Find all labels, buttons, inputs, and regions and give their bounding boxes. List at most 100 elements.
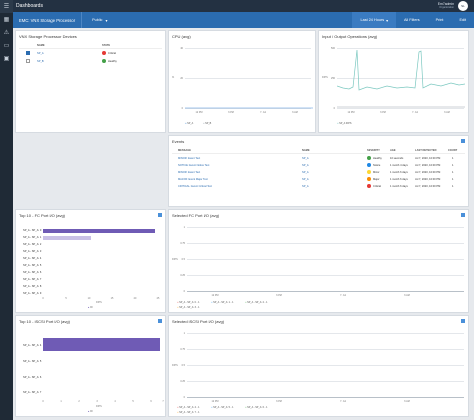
chart-type-icon[interactable]	[461, 319, 465, 323]
legend-item[interactable]: ━ SP_A - SP_A: 7 - 1	[177, 411, 200, 414]
x-tick-label: 6 AM	[404, 400, 410, 403]
y-tick-label: 0.25	[180, 274, 185, 277]
gridline	[187, 365, 464, 366]
legend-item[interactable]: ━ SP_A - SP_A: 3 - 1	[177, 306, 200, 309]
event-message-link[interactable]: MINOR: Event Text	[178, 171, 201, 174]
panel-actions	[461, 319, 465, 323]
gridline	[187, 291, 464, 292]
x-tick-label: 7. Jul	[412, 111, 418, 114]
event-age: 1 month 6 days	[390, 185, 408, 188]
user-org: Organization	[439, 6, 454, 9]
visibility-dropdown[interactable]: Public ▾	[82, 18, 117, 23]
menu-icon[interactable]: ☰	[0, 0, 13, 13]
y-tick-label: 1	[183, 332, 185, 335]
iscsi-selected-panel: Selected iSCSI Port I/O (avg) IOPS 1 0.7…	[168, 315, 469, 417]
chart-type-icon[interactable]	[461, 139, 465, 143]
legend-item[interactable]: ● IO	[88, 410, 93, 413]
y-tick-label: 1	[183, 226, 185, 229]
event-device-link[interactable]: SP_A	[302, 157, 309, 160]
legend-item[interactable]: ━ SP_A - SP_A: 0 - 1	[177, 301, 200, 304]
event-severity: Healthy	[373, 157, 382, 160]
logo-icon: SL	[458, 1, 468, 11]
bar[interactable]	[43, 338, 160, 351]
column-header-age[interactable]: AGE	[390, 149, 396, 152]
edit-button[interactable]: Edit	[459, 18, 466, 22]
column-header-name[interactable]: NAME	[37, 44, 45, 47]
bar[interactable]	[43, 229, 155, 233]
alert-icon[interactable]: ⚠	[3, 30, 10, 36]
column-header-count[interactable]: COUNT	[448, 149, 458, 152]
event-count: 1	[452, 178, 454, 181]
gridline	[337, 108, 464, 109]
legend-item[interactable]: ● IO	[88, 306, 93, 309]
dashboard-icon[interactable]: ▦	[3, 17, 10, 23]
visibility-label: Public	[92, 17, 103, 22]
event-message-link[interactable]: NOTICE: Event Notice Text	[178, 164, 210, 167]
event-message-link[interactable]: MINOR: Event Text	[178, 157, 201, 160]
chart-type-icon[interactable]	[158, 213, 162, 217]
legend-item[interactable]: ━ SP_A - SP_A: 5 - 1	[211, 406, 234, 409]
chevron-down-icon: ▾	[105, 18, 108, 23]
device-icon[interactable]: ▭	[3, 43, 10, 49]
device-name-link[interactable]: SP_A	[37, 52, 44, 55]
x-tick-label: 12 PM	[211, 400, 219, 403]
device-name-link[interactable]: SP_B	[37, 60, 44, 63]
chevron-down-icon: ▾	[386, 18, 389, 23]
event-message-link[interactable]: MAJOR: Event Major Text	[178, 178, 208, 181]
row-checkbox[interactable]	[26, 51, 30, 55]
x-tick-label: 6 PM	[228, 111, 234, 114]
bar-category-label: SP_A - SP_A: 2	[23, 243, 42, 246]
column-header-message[interactable]: MESSAGE	[178, 149, 191, 152]
severity-icon	[367, 184, 371, 188]
x-tick-label: 12 PM	[347, 111, 355, 114]
time-range-dropdown[interactable]: Last 24 Hours ▾	[352, 12, 397, 28]
user-menu[interactable]: Em7admin Organization	[438, 2, 454, 10]
briefcase-icon[interactable]: ▣	[3, 56, 10, 62]
print-button[interactable]: Print	[435, 18, 444, 22]
y-tick-label: 0.25	[180, 380, 185, 383]
filters-button[interactable]: All Filters	[404, 18, 420, 22]
legend-label: IO	[90, 306, 93, 309]
column-header-name[interactable]: NAME	[302, 149, 310, 152]
event-device-link[interactable]: SP_A	[302, 178, 309, 181]
event-last-detected: Jul 7, 2020, 10:00 PM	[415, 157, 441, 160]
legend-item[interactable]: ━ SP_A - SP_A: 4 - 1	[177, 406, 200, 409]
chart-type-icon[interactable]	[158, 319, 162, 323]
x-tick-label: 3	[96, 400, 98, 403]
legend-item[interactable]: ━ SP_A - SP_A: 6 - 1	[245, 406, 268, 409]
device-state: Critical	[108, 52, 116, 55]
panel-actions	[158, 213, 162, 217]
event-message-link[interactable]: CRITICAL: Event Critical Text	[178, 185, 212, 188]
gridline	[185, 78, 311, 79]
legend-item[interactable]: ━ SP_B	[203, 122, 212, 125]
x-tick-label: 15	[110, 297, 114, 300]
io-line	[337, 49, 465, 108]
bar-category-label: SP_A - SP_A: 5	[23, 264, 42, 267]
x-tick-label: 20	[133, 297, 137, 300]
column-header-last-detected[interactable]: LAST DETECTED	[415, 149, 437, 152]
gridline	[187, 243, 464, 244]
iscsi-top10-panel: Top 10 - iSCSI Port I/O (avg) SP_A - SP_…	[15, 315, 166, 417]
legend-label: SP_A - SP_A: 3 - 1	[179, 306, 200, 309]
event-last-detected: Jul 7, 2020, 10:00 PM	[415, 178, 441, 181]
column-header-severity[interactable]: SEVERITY	[367, 149, 380, 152]
bar[interactable]	[43, 236, 91, 240]
fc-selected-panel: Selected FC Port I/O (avg) IOPS 1 0.75 0…	[168, 209, 469, 313]
y-tick-label: 0	[183, 290, 185, 293]
legend-item[interactable]: ━ SP_A IOPS	[337, 122, 352, 125]
row-checkbox[interactable]	[26, 59, 30, 63]
legend-item[interactable]: ━ SP_A - SP_A: 1 - 1	[211, 301, 234, 304]
severity-icon	[367, 177, 371, 181]
page-header-title: Dashboards	[16, 3, 43, 9]
event-device-link[interactable]: SP_A	[302, 164, 309, 167]
chart-type-icon[interactable]	[461, 213, 465, 217]
severity-icon	[367, 156, 371, 160]
legend-item[interactable]: ━ SP_A - SP_A: 2 - 1	[245, 301, 268, 304]
event-device-link[interactable]: SP_A	[302, 185, 309, 188]
event-device-link[interactable]: SP_A	[302, 171, 309, 174]
divider	[172, 153, 465, 154]
legend-label: SP_A - SP_A: 2 - 1	[247, 301, 268, 304]
legend-item[interactable]: ━ SP_A	[185, 122, 194, 125]
event-age: 1 month 4 days	[390, 164, 408, 167]
column-header-state[interactable]: STATE	[102, 44, 111, 47]
